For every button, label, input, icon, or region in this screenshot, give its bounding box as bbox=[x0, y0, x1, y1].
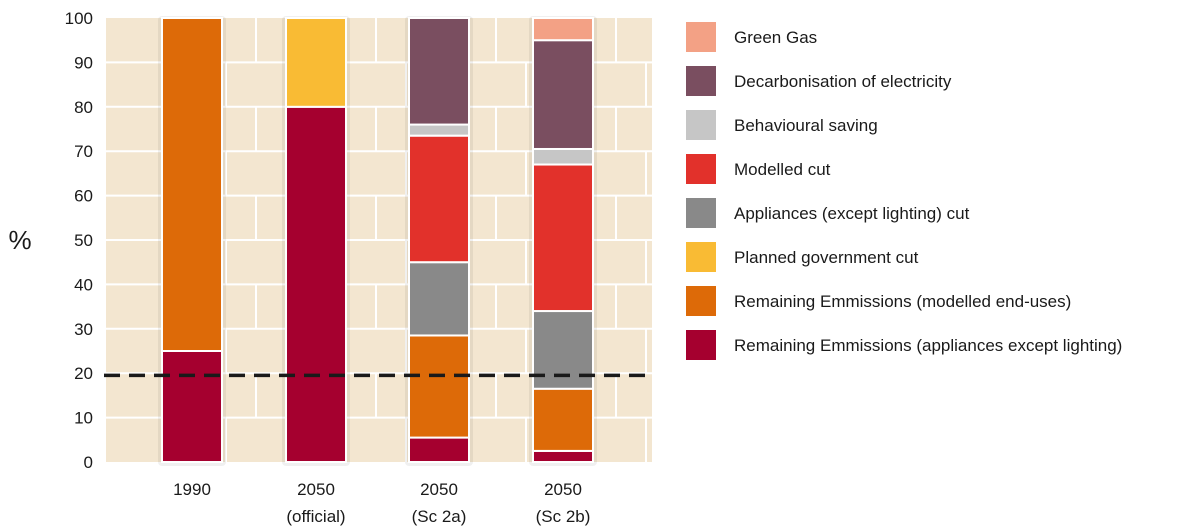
bar-segment bbox=[408, 436, 470, 463]
legend-swatch bbox=[686, 154, 716, 184]
y-axis-label: % bbox=[8, 225, 31, 255]
legend-swatch bbox=[686, 242, 716, 272]
legend-swatch bbox=[686, 110, 716, 140]
legend-label: Green Gas bbox=[734, 28, 818, 47]
legend-item: Green Gas bbox=[686, 22, 1174, 52]
legend-item: Behavioural saving bbox=[686, 110, 1174, 140]
legend-swatch bbox=[686, 22, 716, 52]
y-tick-label: 60 bbox=[74, 187, 93, 206]
bar-segment bbox=[408, 17, 470, 126]
bar-segment bbox=[532, 147, 594, 166]
legend-swatch bbox=[686, 66, 716, 96]
y-tick-label: 30 bbox=[74, 320, 93, 339]
y-tick-label: 20 bbox=[74, 364, 93, 383]
y-tick-label: 70 bbox=[74, 142, 93, 161]
y-tick-label: 40 bbox=[74, 275, 93, 294]
legend-label: Appliances (except lighting) cut bbox=[734, 204, 970, 223]
legend-swatch bbox=[686, 286, 716, 316]
y-tick-label: 50 bbox=[74, 231, 93, 250]
y-tick-label: 100 bbox=[65, 9, 93, 28]
x-tick-label: 2050 bbox=[297, 480, 335, 499]
bar-segment bbox=[532, 163, 594, 313]
bar-segment bbox=[408, 334, 470, 439]
legend-swatch bbox=[686, 198, 716, 228]
x-tick-sublabel: (Sc 2b) bbox=[536, 507, 591, 526]
y-tick-label: 80 bbox=[74, 98, 93, 117]
bar-segment bbox=[532, 449, 594, 463]
bar-segment bbox=[161, 350, 223, 463]
y-tick-label: 10 bbox=[74, 409, 93, 428]
legend-item: Remaining Emmissions (modelled end-uses) bbox=[686, 286, 1174, 316]
x-tick-sublabel: (official) bbox=[286, 507, 345, 526]
bar-segment bbox=[408, 261, 470, 337]
bar-segment bbox=[532, 17, 594, 42]
y-tick-label: 90 bbox=[74, 53, 93, 72]
bar-segment bbox=[408, 123, 470, 137]
x-tick-label: 2050 bbox=[420, 480, 458, 499]
legend-label: Remaining Emmissions (modelled end-uses) bbox=[734, 292, 1072, 311]
legend-label: Remaining Emmissions (appliances except … bbox=[734, 336, 1123, 355]
legend-label: Modelled cut bbox=[734, 160, 831, 179]
legend-item: Remaining Emmissions (appliances except … bbox=[686, 330, 1174, 360]
x-tick-label: 1990 bbox=[173, 480, 211, 499]
legend-label: Decarbonisation of electricity bbox=[734, 72, 952, 91]
bar-segment bbox=[285, 17, 347, 108]
bar-segment bbox=[532, 387, 594, 452]
legend-label: Behavioural saving bbox=[734, 116, 878, 135]
x-tick-label: 2050 bbox=[544, 480, 582, 499]
bar-segment bbox=[161, 17, 223, 352]
bar-segment bbox=[285, 105, 347, 464]
legend-label: Planned government cut bbox=[734, 248, 919, 267]
legend-swatch bbox=[686, 330, 716, 360]
bar-segment bbox=[408, 134, 470, 264]
legend-item: Modelled cut bbox=[686, 154, 1174, 184]
legend-item: Appliances (except lighting) cut bbox=[686, 198, 1174, 228]
legend-item: Decarbonisation of electricity bbox=[686, 66, 1174, 96]
bar-segment bbox=[532, 39, 594, 150]
y-tick-label: 0 bbox=[84, 453, 93, 472]
x-tick-sublabel: (Sc 2a) bbox=[412, 507, 467, 526]
legend-item: Planned government cut bbox=[686, 242, 1174, 272]
stacked-bar-chart: 0 10 20 30 40 50 60 70 80 90 100% 1990 2050 (official… bbox=[8, 9, 654, 526]
